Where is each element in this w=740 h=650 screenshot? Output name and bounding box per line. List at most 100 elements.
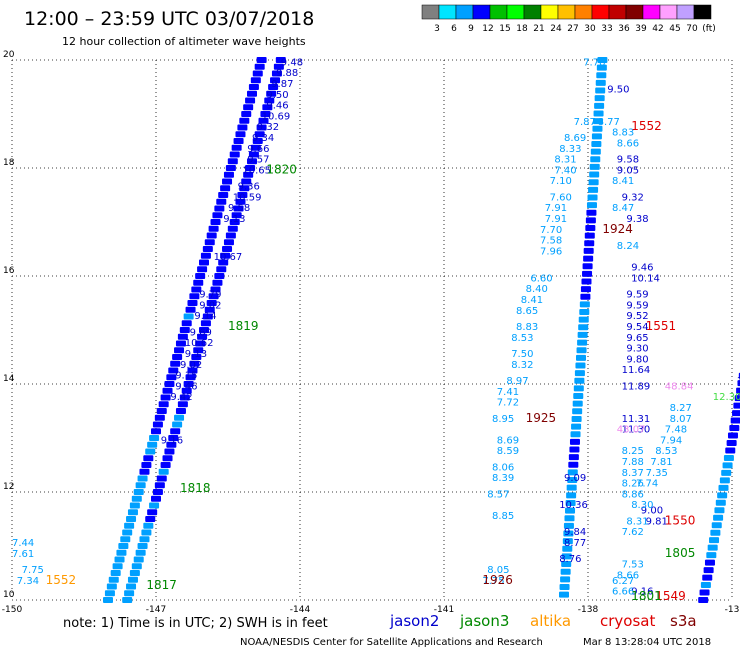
time-label: 1552 xyxy=(46,573,77,587)
track-point xyxy=(181,320,192,327)
wave-value-label: 9.13 xyxy=(185,349,207,360)
track-point xyxy=(164,381,175,387)
color-swatch xyxy=(540,4,559,20)
wave-value-label: 8.86 xyxy=(622,489,644,500)
track-point xyxy=(218,192,229,198)
wave-value-label: 8.77 xyxy=(564,538,586,549)
y-tick-label: 20 xyxy=(3,50,15,60)
wave-value-label: 9.79 xyxy=(199,290,221,301)
track-point xyxy=(151,428,161,435)
track-point xyxy=(118,543,129,549)
track-point xyxy=(197,333,208,340)
track-point xyxy=(241,178,252,185)
time-label: 1818 xyxy=(180,481,211,495)
wave-value-label: 7.62 xyxy=(622,527,644,538)
track-point xyxy=(106,583,117,590)
track-point xyxy=(212,279,223,286)
track-point xyxy=(237,124,248,131)
wave-value-label: 8.69 xyxy=(564,133,586,144)
wave-value-label: 7.70 xyxy=(540,225,562,236)
track-point xyxy=(576,347,587,354)
wave-value-label: 8.06 xyxy=(492,462,514,473)
color-swatch xyxy=(523,4,542,20)
wave-value-label: 8.47 xyxy=(612,203,634,214)
track-point xyxy=(235,198,246,205)
track-point xyxy=(585,225,596,232)
track-point xyxy=(191,286,202,293)
satellite-legend: jason2 jason3 altika cryosat s3a xyxy=(389,612,697,630)
track-point xyxy=(154,482,165,489)
time-label: 1925 xyxy=(526,411,557,425)
track-point xyxy=(183,313,194,320)
track-point xyxy=(580,293,591,300)
track-point xyxy=(160,394,171,401)
wave-value-label: 9.58 xyxy=(617,155,639,166)
track-point xyxy=(239,185,250,192)
color-swatch xyxy=(421,4,440,20)
track-point xyxy=(151,495,161,502)
wave-value-label: 9.59 xyxy=(626,300,648,311)
track-point xyxy=(565,499,576,506)
wave-value-label: 9.30 xyxy=(626,344,648,355)
satellite-legend-altika: altika xyxy=(530,612,571,630)
track-point xyxy=(596,64,607,71)
track-point xyxy=(208,293,219,300)
wave-value-label: 9.32 xyxy=(257,122,279,133)
track-point xyxy=(137,475,148,482)
track-point xyxy=(562,538,573,545)
time-label: 1819 xyxy=(228,319,259,333)
wave-value-label: 8.26 xyxy=(622,479,644,490)
color-scale-label: 12 xyxy=(482,24,493,34)
wave-value-label: 9.13 xyxy=(223,214,245,225)
track-point xyxy=(256,57,267,63)
wave-value-label: 8.53 xyxy=(511,333,533,344)
track-point xyxy=(126,516,137,522)
wave-value-label: 8.40 xyxy=(526,284,548,295)
track-point xyxy=(733,402,740,409)
wave-value-label: 8.05 xyxy=(487,565,509,576)
track-point xyxy=(719,477,730,484)
track-point xyxy=(247,158,257,165)
track-point xyxy=(245,165,256,171)
satellite-legend-jason2: jason2 xyxy=(389,612,439,630)
track-point xyxy=(223,239,234,246)
track-point xyxy=(710,529,721,536)
track-point xyxy=(189,293,200,300)
track-point xyxy=(206,300,217,306)
track-point xyxy=(729,425,740,432)
track-point xyxy=(736,387,740,394)
track-point xyxy=(271,70,282,77)
track-point xyxy=(577,339,588,346)
wave-value-label: 8.76 xyxy=(559,554,581,565)
track-point xyxy=(231,212,242,219)
wave-value-label: 8.30 xyxy=(631,500,653,511)
track-point xyxy=(166,441,177,448)
track-point xyxy=(574,370,585,377)
time-label: 1926 xyxy=(482,573,513,587)
wave-value-label: 10.67 xyxy=(214,252,243,263)
track-point xyxy=(199,327,209,333)
track-point xyxy=(275,57,286,63)
wave-value-label: 9.32 xyxy=(622,192,644,203)
track-point xyxy=(715,499,726,506)
track-point xyxy=(570,431,581,438)
y-tick-label: 12 xyxy=(3,482,14,492)
wave-value-label: 7.94 xyxy=(660,435,682,446)
track-point xyxy=(241,111,252,117)
track-point xyxy=(179,394,190,401)
color-scale-legend: 3 6 9 12 15 18 21 24 27 30 33 36 39 42 45 70 (ft) xyxy=(421,4,716,34)
wave-value-label: 7.53 xyxy=(622,560,644,571)
wave-value-label: 9.48 xyxy=(281,57,303,68)
track-point xyxy=(578,324,589,331)
track-point xyxy=(587,194,598,201)
wave-value-label: 9.38 xyxy=(626,214,648,225)
track-point xyxy=(195,273,206,279)
wave-value-label: 9.50 xyxy=(607,84,629,95)
x-tick-label: -141 xyxy=(434,605,454,615)
track-point xyxy=(268,84,279,90)
color-swatch xyxy=(676,4,695,20)
track-point xyxy=(208,225,219,232)
wave-value-label: 6.27 xyxy=(612,576,634,587)
track-point xyxy=(164,448,175,455)
track-point xyxy=(569,446,580,453)
